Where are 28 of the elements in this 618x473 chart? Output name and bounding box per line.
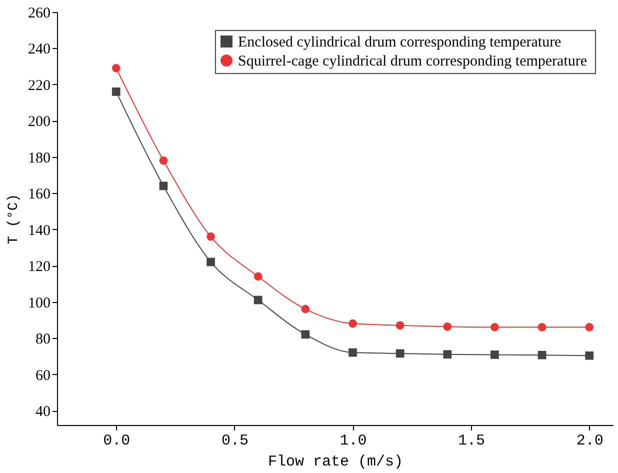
legend-label: Squirrel-cage cylindrical drum corresponding temperature [238, 54, 588, 70]
x-axis-title: Flow rate (m/s) [268, 454, 404, 470]
y-tick-label: 260 [28, 6, 50, 22]
y-tick-label: 100 [28, 295, 50, 312]
point [443, 350, 452, 359]
point [301, 330, 310, 339]
y-tick-label: 120 [28, 259, 50, 276]
point [585, 351, 594, 360]
y-tick-label: 200 [28, 114, 50, 130]
point [490, 350, 499, 359]
y-tick-label: 240 [28, 42, 50, 58]
point [112, 88, 120, 96]
y-tick-label: 160 [28, 186, 50, 203]
y-tick-label: 180 [28, 150, 50, 166]
y-tick-label: 220 [28, 78, 50, 94]
y-axis-title: T (°C) [6, 194, 22, 244]
x-tick-label: 1.5 [458, 432, 486, 450]
x-tick-label: 0.5 [221, 432, 248, 450]
y-tick-label: 140 [28, 222, 50, 239]
legend-label: Enclosed cylindrical drum corresponding temperature [238, 34, 562, 50]
point [112, 64, 120, 72]
point [585, 323, 594, 332]
x-tick-label: 1.0 [340, 432, 367, 450]
x-tick-label: 2.0 [576, 432, 604, 450]
y-tick-label: 80 [36, 332, 50, 348]
y-tick-label: 60 [36, 368, 50, 384]
y-tick-label: 40 [36, 404, 50, 420]
x-tick-label: 0.0 [103, 432, 130, 450]
